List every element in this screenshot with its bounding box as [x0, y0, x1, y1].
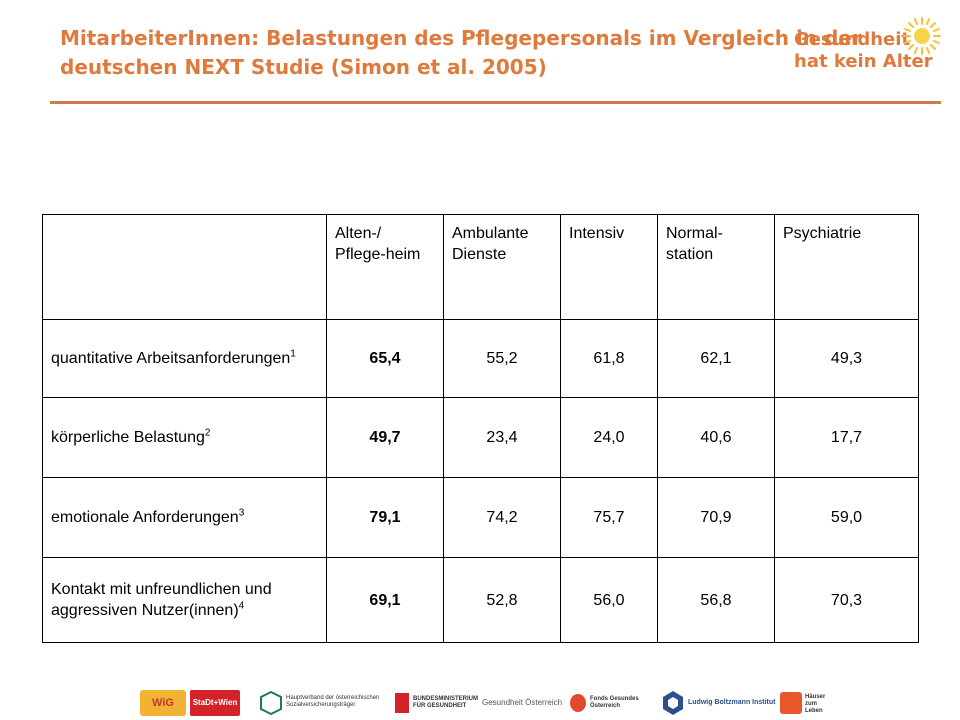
- row-label: emotionale Anforderungen3: [42, 477, 327, 558]
- table-cell: 70,3: [774, 557, 919, 643]
- bundesministerium-logo: BUNDESMINISTERIUM FÜR GESUNDHEIT: [395, 690, 478, 716]
- title-line-1: MitarbeiterInnen: Belastungen des Pflege…: [60, 26, 862, 50]
- table-header-row: Alten-/ Pflege-heim Ambulante Dienste In…: [42, 214, 919, 320]
- table-cell: 17,7: [774, 397, 919, 478]
- table-row: quantitative Arbeitsanforderungen1 65,4 …: [42, 319, 919, 398]
- footnote-marker: 4: [238, 600, 245, 612]
- table-cell: 52,8: [443, 557, 561, 643]
- title-line-2: deutschen NEXT Studie (Simon et al. 2005…: [60, 55, 547, 79]
- footnote-marker: 2: [204, 427, 211, 439]
- table-cell: 70,9: [657, 477, 775, 558]
- logo-line-2: hat kein Alter: [794, 51, 933, 72]
- gesundheit-logo: Gesundheit hat kein Alter: [794, 16, 944, 80]
- row-label: Kontakt mit unfreundlichen und aggressiv…: [42, 557, 327, 643]
- table-cell: 74,2: [443, 477, 561, 558]
- table-cell: 55,2: [443, 319, 561, 398]
- table-cell: 24,0: [560, 397, 658, 478]
- table-cell: 56,8: [657, 557, 775, 643]
- logo-line-1: Gesundheit: [794, 29, 911, 50]
- fonds-gesundes-oesterreich-logo: Fonds Gesundes Österreich: [570, 690, 640, 716]
- ludwig-boltzmann-logo: Ludwig Boltzmann Institut: [662, 690, 776, 716]
- table-cell: 40,6: [657, 397, 775, 478]
- footnote-marker: 3: [238, 507, 245, 519]
- gesundheit-oesterreich-logo: Gesundheit Österreich: [482, 698, 563, 707]
- haeuser-zum-leben-logo: Häuser zum Leben: [780, 690, 828, 716]
- sun-icon: [903, 17, 941, 55]
- table-row: körperliche Belastung2 49,7 23,4 24,0 40…: [42, 397, 919, 478]
- footnote-marker: 1: [290, 348, 296, 360]
- row-label: körperliche Belastung2: [42, 397, 327, 478]
- row-label: quantitative Arbeitsanforderungen1: [42, 319, 327, 398]
- table-cell: 62,1: [657, 319, 775, 398]
- table-cell: 23,4: [443, 397, 561, 478]
- header-cell: Intensiv: [560, 214, 658, 320]
- header-cell: [42, 214, 327, 320]
- header-cell: Psychiatrie: [774, 214, 919, 320]
- stress-comparison-table: Alten-/ Pflege-heim Ambulante Dienste In…: [42, 214, 919, 643]
- header-cell: Normal-station: [657, 214, 775, 320]
- header-cell: Alten-/ Pflege-heim: [326, 214, 444, 320]
- page-title: MitarbeiterInnen: Belastungen des Pflege…: [60, 24, 862, 82]
- table-cell: 75,7: [560, 477, 658, 558]
- boltzmann-icon: [663, 691, 683, 715]
- header-cell: Ambulante Dienste: [443, 214, 561, 320]
- table-cell: 56,0: [560, 557, 658, 643]
- wig-logo: WiG: [140, 690, 186, 716]
- table-cell: 65,4: [326, 319, 444, 398]
- table-cell: 49,3: [774, 319, 919, 398]
- stadt-wien-logo: StaDt+Wien: [190, 690, 240, 716]
- table-cell: 59,0: [774, 477, 919, 558]
- table-cell: 79,1: [326, 477, 444, 558]
- table-row: Kontakt mit unfreundlichen und aggressiv…: [42, 557, 919, 643]
- sponsor-logo-bar: WiG StaDt+Wien Hauptverband der österrei…: [140, 686, 830, 720]
- table-cell: 49,7: [326, 397, 444, 478]
- hauptverband-logo: Hauptverband der österreichischen Sozial…: [260, 690, 380, 716]
- hauptverband-icon: [260, 691, 282, 715]
- table-cell: 61,8: [560, 319, 658, 398]
- table-row: emotionale Anforderungen3 79,1 74,2 75,7…: [42, 477, 919, 558]
- table-cell: 69,1: [326, 557, 444, 643]
- title-divider: [50, 101, 941, 104]
